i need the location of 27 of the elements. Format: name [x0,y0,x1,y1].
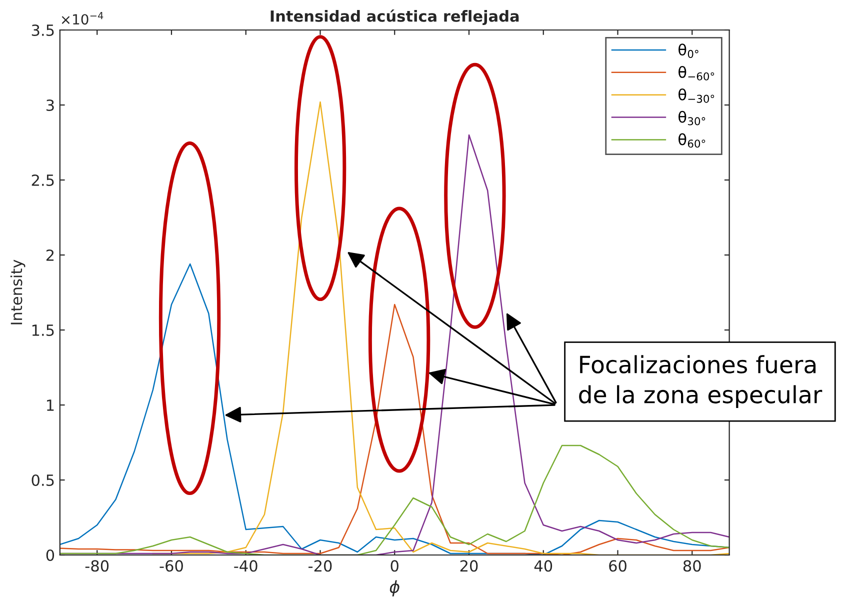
y-tick-label: 0 [46,549,54,562]
legend-label: θ$_{30°}$ [678,110,706,126]
x-tick-label: 80 [683,560,701,572]
legend-label: θ$_{−30°}$ [678,88,714,103]
chart-title: Intensidad acústica reflejada [270,9,519,25]
y-tick-label: 0.5 [32,474,54,486]
x-tick-label: -20 [308,560,332,572]
y-tick-label: 2 [46,249,54,261]
legend-label: θ$_{60°}$ [678,133,706,148]
y-tick-label: 2.5 [32,174,54,186]
legend-label: θ$_{−60°}$ [678,66,714,80]
x-tick-label: 0 [390,560,398,572]
y-tick-label: 1 [47,400,54,411]
annotation: Focalizaciones fuera de la zona especular [579,355,822,408]
legend-label: θ$_{0°}$ [678,44,698,58]
x-tick-label: -60 [160,560,183,572]
y-tick-label: 3.5 [32,24,54,36]
y-tick-label: 3 [46,99,54,112]
x-tick-label: 60 [609,560,626,572]
x-axis-title: ϕ [390,580,400,596]
x-tick-label: -80 [85,560,109,572]
x-tick-label: 40 [534,560,552,572]
x-tick-label: -40 [234,560,258,572]
y-tick-label: 1.5 [32,324,54,336]
y-axis-title: Intensity [10,260,26,324]
x-tick-label: 20 [460,560,478,572]
text: ×10$^{−4}$ [62,12,104,25]
